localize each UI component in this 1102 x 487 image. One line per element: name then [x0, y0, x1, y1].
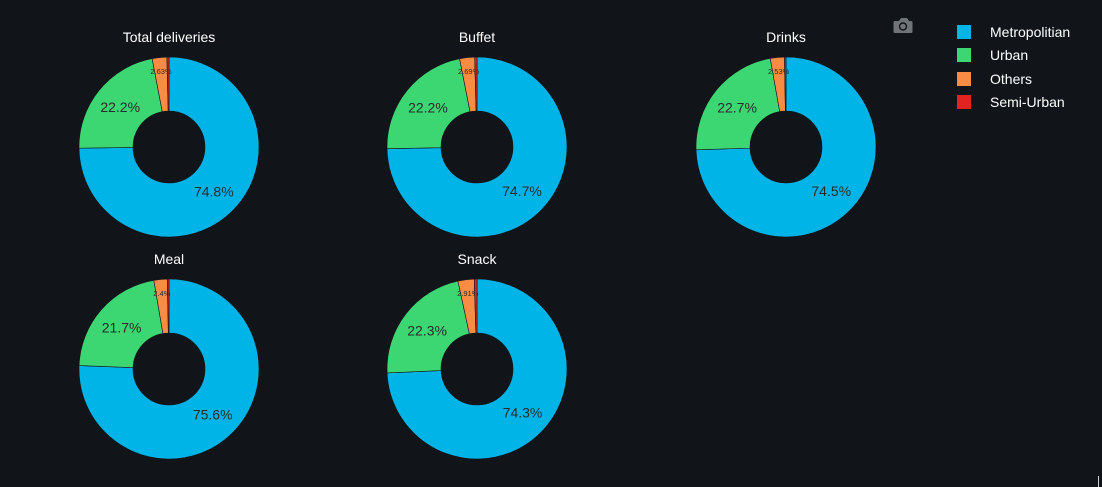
- legend-label: Urban: [990, 47, 1029, 64]
- slice-metropolitian[interactable]: [78, 56, 260, 238]
- legend-swatch: [957, 24, 971, 39]
- slice-urban[interactable]: [78, 279, 164, 368]
- slice-label: 74.5%: [811, 183, 851, 199]
- slice-urban[interactable]: [386, 58, 471, 150]
- slice-semi-urban[interactable]: [166, 278, 170, 334]
- slice-semi-urban[interactable]: [474, 56, 478, 112]
- slice-metropolitian[interactable]: [78, 278, 260, 460]
- scrollbar-edge: [1098, 476, 1099, 487]
- slice-label: 2.69%: [458, 67, 480, 76]
- slice-label: 22.2%: [408, 99, 448, 115]
- legend-swatch: [957, 95, 971, 110]
- slice-label: 2.91%: [457, 289, 479, 298]
- slice-label: 2.53%: [768, 67, 790, 76]
- legend-label: Others: [990, 70, 1033, 87]
- legend-label: Metropolitian: [990, 23, 1071, 40]
- legend-label: Semi-Urban: [990, 94, 1065, 111]
- slice-semi-urban[interactable]: [473, 278, 478, 334]
- slice-metropolitian[interactable]: [386, 278, 568, 460]
- slice-label: 75.6%: [193, 406, 233, 422]
- slice-urban[interactable]: [386, 280, 470, 374]
- slice-label: 21.7%: [102, 319, 142, 335]
- donut-chart-meal: Meal 75.6% 21.7% 2.4%: [78, 251, 260, 460]
- donut-chart-total-deliveries: Total deliveries 74.8% 22.2% 2.63%: [78, 29, 260, 238]
- slice-semi-urban[interactable]: [166, 56, 170, 112]
- donut-chart-snack: Snack 74.3% 22.3% 2.91%: [386, 251, 568, 460]
- chart-title: Meal: [154, 251, 184, 267]
- slice-metropolitian[interactable]: [386, 56, 568, 238]
- slice-label: 2.63%: [150, 67, 172, 76]
- legend-swatch: [957, 48, 971, 63]
- chart-title: Snack: [458, 251, 498, 267]
- legend-swatch: [957, 71, 971, 86]
- slice-semi-urban[interactable]: [784, 56, 787, 112]
- slice-metropolitian[interactable]: [695, 56, 877, 238]
- legend: Metropolitian Urban Others Semi-Urban: [957, 20, 1070, 114]
- legend-item-others[interactable]: Others: [957, 67, 1070, 91]
- chart-title: Buffet: [459, 29, 495, 45]
- legend-item-metropolitian[interactable]: Metropolitian: [957, 20, 1070, 44]
- slice-label: 22.7%: [717, 99, 757, 115]
- donut-chart-buffet: Buffet 74.7% 22.2% 2.69%: [386, 29, 568, 238]
- slice-label: 22.3%: [407, 323, 447, 339]
- slice-urban[interactable]: [695, 58, 781, 151]
- slice-label: 74.8%: [194, 183, 234, 199]
- slice-label: 2.4%: [153, 289, 170, 298]
- slice-label: 74.3%: [503, 405, 543, 421]
- slice-label: 74.7%: [502, 183, 542, 199]
- slice-urban[interactable]: [78, 58, 163, 149]
- chart-title: Total deliveries: [123, 29, 216, 45]
- camera-icon[interactable]: [892, 16, 914, 36]
- legend-item-semi-urban[interactable]: Semi-Urban: [957, 91, 1070, 115]
- donut-chart-drinks: Drinks 74.5% 22.7% 2.53%: [695, 29, 877, 238]
- chart-title: Drinks: [766, 29, 806, 45]
- slice-label: 22.2%: [100, 99, 140, 115]
- legend-item-urban[interactable]: Urban: [957, 44, 1070, 68]
